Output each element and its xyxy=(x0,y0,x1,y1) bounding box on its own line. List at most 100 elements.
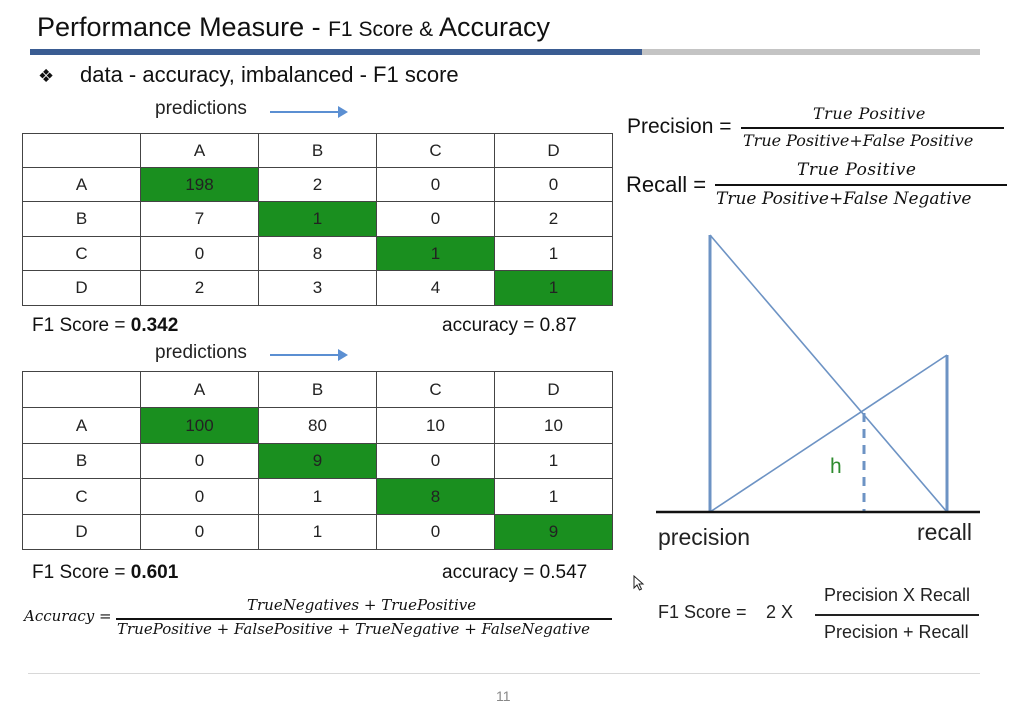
predictions-label-2: predictions xyxy=(155,342,247,363)
title-underline xyxy=(30,49,980,55)
bullet-text: data - accuracy, imbalanced - F1 score xyxy=(80,62,459,87)
table-cell: A xyxy=(140,133,259,168)
fraction-bar xyxy=(741,127,1004,129)
table-cell: C xyxy=(22,478,141,515)
table-cell: 2 xyxy=(494,201,613,237)
diagonal-cell: 1 xyxy=(494,270,613,306)
table-row: A 198 2 0 0 xyxy=(22,167,613,202)
table-cell: A xyxy=(22,407,141,444)
accuracy-formula-numerator: TrueNegatives + TruePositive xyxy=(247,596,477,614)
table-cell: 0 xyxy=(376,443,495,479)
table-cell: 2 xyxy=(140,270,259,306)
table-header-row: A B C D xyxy=(22,133,613,168)
diagonal-cell: 198 xyxy=(140,167,259,202)
recall-formula-lhs: Recall = xyxy=(626,172,707,197)
table-cell xyxy=(22,371,141,408)
fraction-bar xyxy=(715,184,1007,186)
predictions-label-1: predictions xyxy=(155,98,247,119)
table-cell: B xyxy=(258,133,377,168)
table-cell: B xyxy=(22,201,141,237)
diagonal-cell: 9 xyxy=(258,443,377,479)
table-cell: D xyxy=(22,270,141,306)
table-cell: B xyxy=(22,443,141,479)
accuracy-formula-lhs: Accuracy = xyxy=(24,607,112,625)
table-row: B 7 1 0 2 xyxy=(22,201,613,237)
f1-geometry-diagram xyxy=(656,234,980,514)
diagonal-line xyxy=(709,234,948,513)
table-cell: A xyxy=(22,167,141,202)
bullet-point: ❖ data - accuracy, imbalanced - F1 score xyxy=(38,62,459,88)
table-cell: 8 xyxy=(258,236,377,271)
table-cell: 0 xyxy=(140,443,259,479)
precision-formula-lhs: Precision = xyxy=(627,115,732,138)
table-cell: C xyxy=(376,133,495,168)
table-row: A 100 80 10 10 xyxy=(22,407,613,444)
table-cell: 1 xyxy=(494,236,613,271)
diagonal-line xyxy=(709,354,948,513)
diamond-bullet-icon: ❖ xyxy=(38,66,55,87)
fraction-bar xyxy=(116,618,612,620)
table-header-row: A B C D xyxy=(22,371,613,408)
diagonal-cell: 1 xyxy=(258,201,377,237)
diagonal-cell: 1 xyxy=(376,236,495,271)
table-cell: B xyxy=(258,371,377,408)
table-cell: D xyxy=(494,371,613,408)
table-cell: 1 xyxy=(494,443,613,479)
table-cell: 0 xyxy=(494,167,613,202)
table-cell: 0 xyxy=(140,478,259,515)
mouse-cursor-icon xyxy=(633,575,645,591)
table-cell: 10 xyxy=(494,407,613,444)
table-cell: 0 xyxy=(376,201,495,237)
table-cell xyxy=(22,133,141,168)
diagonal-cell: 9 xyxy=(494,514,613,550)
predictions-arrow-icon xyxy=(270,106,348,118)
accuracy-1: accuracy = 0.87 xyxy=(442,315,577,336)
precision-formula-denominator: True Positive+False Positive xyxy=(743,131,974,150)
diagonal-cell: 8 xyxy=(376,478,495,515)
f1-formula-factor: 2 X xyxy=(766,602,794,622)
table-cell: D xyxy=(22,514,141,550)
recall-label: recall xyxy=(917,519,972,545)
table-cell: 2 xyxy=(258,167,377,202)
table-row: D 0 1 0 9 xyxy=(22,514,613,550)
accuracy-formula-denominator: TruePositive + FalsePositive + TrueNegat… xyxy=(117,620,590,638)
confusion-matrix-1: A B C D A 198 2 0 0 B 7 1 0 2 C 0 8 1 1 … xyxy=(22,133,613,306)
table-cell: D xyxy=(494,133,613,168)
precision-label: precision xyxy=(658,524,751,550)
recall-formula-numerator: True Positive xyxy=(797,160,917,180)
table-cell: 7 xyxy=(140,201,259,237)
table-row: C 0 1 8 1 xyxy=(22,478,613,515)
accuracy-2: accuracy = 0.547 xyxy=(442,562,588,583)
confusion-matrix-2: A B C D A 100 80 10 10 B 0 9 0 1 C 0 1 8… xyxy=(22,371,613,550)
table-cell: 0 xyxy=(140,514,259,550)
table-row: D 2 3 4 1 xyxy=(22,270,613,306)
f1-score-1: F1 Score = 0.342 xyxy=(32,315,179,336)
table-cell: 80 xyxy=(258,407,377,444)
table-cell: 0 xyxy=(376,167,495,202)
table-row: C 0 8 1 1 xyxy=(22,236,613,271)
table-cell: 3 xyxy=(258,270,377,306)
diagonal-cell: 100 xyxy=(140,407,259,444)
table-cell: A xyxy=(140,371,259,408)
table-row: B 0 9 0 1 xyxy=(22,443,613,479)
table-cell: 1 xyxy=(258,478,377,515)
table-cell: 0 xyxy=(140,236,259,271)
table-cell: C xyxy=(22,236,141,271)
f1-formula-lhs: F1 Score = xyxy=(658,602,747,622)
page-number: 11 xyxy=(496,688,511,704)
table-cell: 4 xyxy=(376,270,495,306)
recall-formula-denominator: True Positive+False Negative xyxy=(716,189,972,209)
fraction-bar xyxy=(815,614,979,616)
table-cell: 1 xyxy=(494,478,613,515)
table-cell: 10 xyxy=(376,407,495,444)
slide-title: Performance Measure - F1 Score & Accurac… xyxy=(37,12,551,42)
table-cell: 1 xyxy=(258,514,377,550)
f1-formula-numerator: Precision X Recall xyxy=(824,585,971,605)
f1-score-2: F1 Score = 0.601 xyxy=(32,562,179,583)
footer-divider xyxy=(28,673,980,674)
table-cell: C xyxy=(376,371,495,408)
predictions-arrow-icon xyxy=(270,349,348,361)
precision-formula-numerator: True Positive xyxy=(813,104,926,123)
f1-formula-denominator: Precision + Recall xyxy=(824,622,969,642)
h-label: h xyxy=(830,455,842,478)
